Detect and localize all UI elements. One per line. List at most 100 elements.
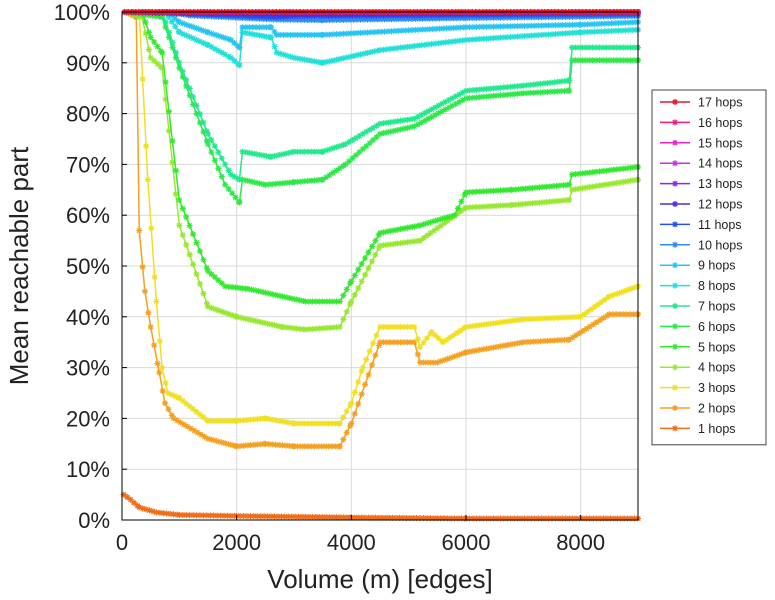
data-point-marker [297,148,304,155]
data-point-marker [428,106,435,113]
data-point-marker [421,117,428,124]
data-point-marker [483,188,490,195]
data-point-marker [547,88,554,95]
data-point-marker [232,284,239,291]
legend-label: 17 hops [698,96,742,110]
data-point-marker [493,319,500,326]
data-point-marker [584,308,591,315]
data-point-marker [351,291,358,298]
legend-marker [672,425,678,432]
legend-item: 15 hops [660,136,742,150]
legend-item: 2 hops [660,402,736,416]
legend-item: 3 hops [660,381,736,395]
data-point-marker [383,323,390,330]
data-point-marker [532,184,539,191]
data-point-marker [286,324,293,331]
data-point-marker [208,149,215,156]
data-point-marker [483,321,490,328]
y-tick-label: 0% [78,508,110,533]
data-point-marker [273,31,280,38]
data-point-marker [586,184,593,191]
data-point-marker [225,36,232,43]
data-point-marker [454,210,461,217]
data-point-marker [544,88,551,95]
data-point-marker [156,369,163,376]
data-point-marker [526,200,533,207]
series-5-hops [121,9,641,305]
data-point-marker [420,235,427,242]
data-point-marker [357,51,364,58]
data-point-marker [164,390,171,396]
data-point-marker [500,342,507,349]
data-point-marker [558,88,565,95]
data-point-marker [171,393,178,400]
data-point-marker [253,24,260,31]
data-point-marker [218,308,225,315]
data-point-marker [524,515,531,522]
data-point-marker [518,23,525,30]
data-point-marker [387,339,394,346]
y-tick-label: 80% [66,102,110,127]
data-point-marker [380,46,387,53]
data-point-marker [380,120,387,127]
data-point-marker [282,419,289,426]
data-point-marker [355,266,362,273]
data-point-marker [546,198,553,205]
data-point-marker [466,15,473,22]
data-point-marker [427,219,434,226]
data-point-marker [340,414,347,421]
data-point-marker [309,298,316,305]
data-point-marker [377,242,383,249]
data-point-marker [326,298,333,305]
legend-item: 5 hops [660,340,736,354]
data-point-marker [529,200,536,207]
data-point-marker [434,217,441,224]
data-point-marker [476,322,483,329]
data-point-marker [265,290,272,297]
data-point-marker [211,417,218,424]
data-point-marker [591,304,598,311]
data-point-marker [289,325,296,332]
data-point-marker [348,420,355,427]
data-point-marker [476,515,483,522]
data-point-marker [249,31,256,38]
data-point-marker [463,349,469,356]
data-point-marker [340,141,347,148]
data-point-marker [152,13,159,20]
data-point-marker [287,16,294,23]
data-point-marker [589,183,596,190]
data-point-marker [271,28,278,35]
data-point-marker [227,512,234,519]
data-point-marker [377,323,383,330]
data-point-marker [593,183,600,190]
data-point-marker [240,442,247,449]
data-point-marker [594,28,601,35]
data-point-marker [352,134,359,141]
data-point-marker [435,110,442,117]
data-point-marker [440,15,447,22]
data-point-marker [625,19,632,26]
data-point-marker [601,20,608,27]
data-point-marker [246,24,253,31]
data-point-marker [380,229,387,236]
legend-item: 17 hops [660,96,742,110]
data-point-marker [274,513,281,520]
data-point-marker [154,60,161,67]
data-point-marker [163,510,170,517]
data-point-marker [237,314,244,321]
data-point-marker [530,338,537,345]
legend-item: 14 hops [660,157,742,171]
data-point-marker [609,311,616,318]
data-point-marker [342,161,349,168]
data-point-marker [466,189,473,196]
data-point-marker [180,421,187,428]
data-point-marker [438,108,445,115]
data-point-marker [165,13,172,20]
data-point-marker [250,513,257,520]
data-point-marker [352,152,359,159]
data-point-marker [297,31,304,38]
data-point-marker [480,346,487,353]
data-point-marker [554,78,561,85]
data-point-marker [521,33,528,40]
data-point-marker [444,214,451,221]
